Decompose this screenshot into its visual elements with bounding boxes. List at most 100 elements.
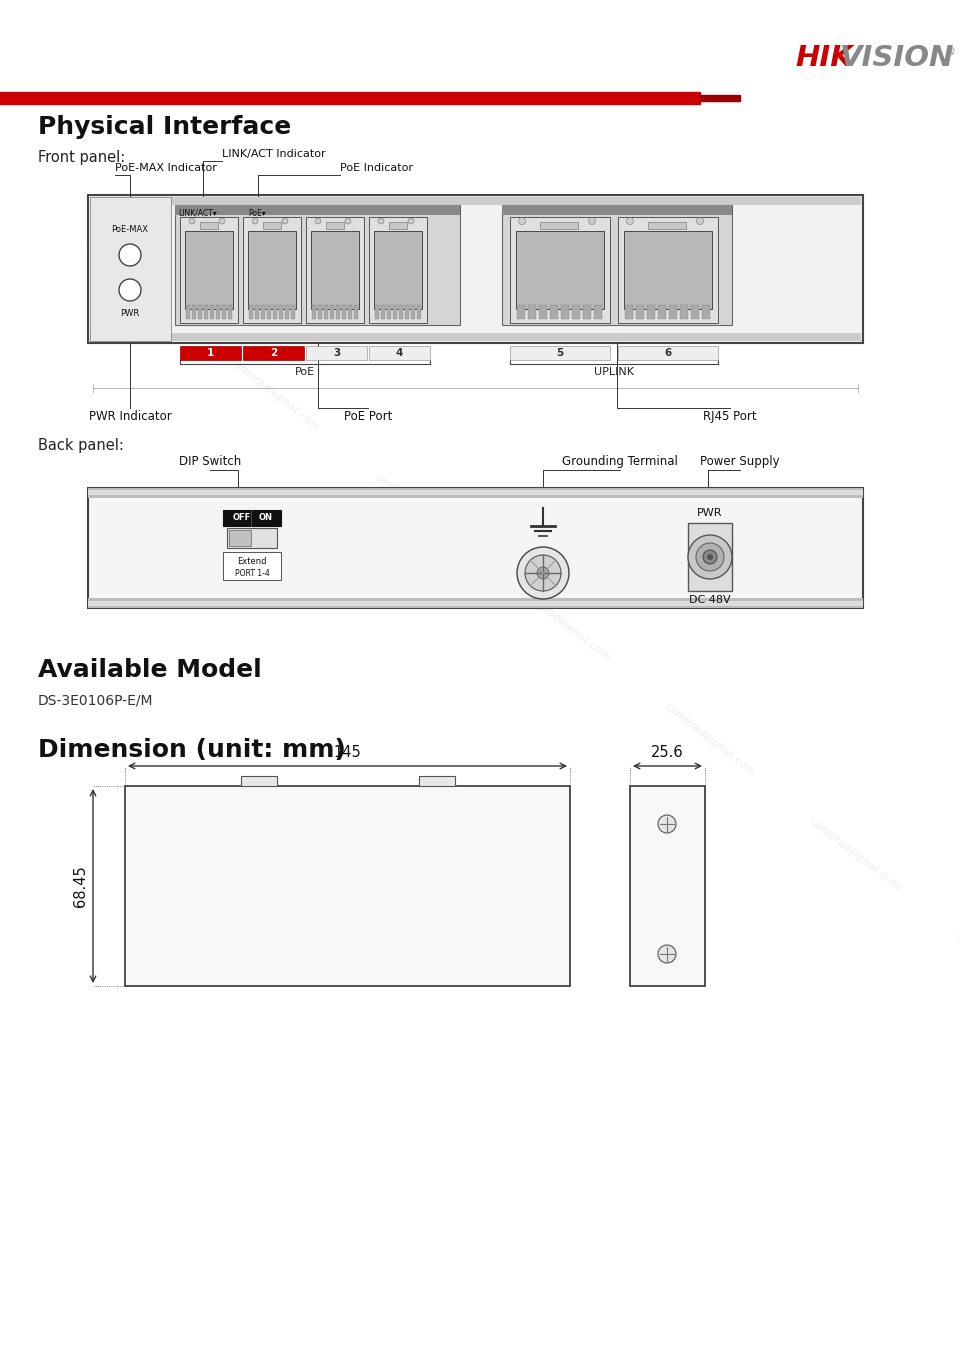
- Bar: [658, 305, 666, 319]
- Bar: [88, 601, 863, 607]
- Bar: [369, 217, 427, 323]
- Text: PoE Port: PoE Port: [344, 410, 393, 423]
- Text: Front panel:: Front panel:: [38, 151, 125, 166]
- Bar: [249, 305, 253, 319]
- Bar: [192, 305, 196, 319]
- Bar: [516, 231, 604, 309]
- Bar: [255, 305, 259, 319]
- Bar: [248, 231, 296, 309]
- Text: 1: 1: [206, 347, 214, 358]
- Bar: [312, 305, 316, 319]
- Text: cameradaiphat.com: cameradaiphat.com: [83, 242, 178, 319]
- Bar: [227, 528, 277, 548]
- Text: PoE: PoE: [295, 366, 315, 377]
- Text: RJ45 Port: RJ45 Port: [703, 410, 756, 423]
- Bar: [561, 305, 569, 319]
- Bar: [88, 489, 863, 498]
- Bar: [528, 305, 536, 319]
- Bar: [306, 346, 367, 360]
- Bar: [336, 305, 340, 319]
- Bar: [583, 305, 591, 319]
- Bar: [419, 776, 454, 786]
- Text: PoE-MAX: PoE-MAX: [111, 225, 149, 235]
- Bar: [510, 217, 610, 323]
- Bar: [405, 305, 409, 319]
- Bar: [330, 305, 334, 319]
- Text: 25.6: 25.6: [651, 745, 684, 760]
- Text: 5: 5: [557, 347, 564, 358]
- Text: cameradaiphat.com: cameradaiphat.com: [952, 931, 960, 1008]
- Text: cameradaiphat.com: cameradaiphat.com: [662, 702, 757, 779]
- Text: DC 48V: DC 48V: [689, 594, 731, 605]
- Circle shape: [697, 217, 704, 224]
- Circle shape: [282, 218, 288, 224]
- Text: PWR Indicator: PWR Indicator: [88, 410, 172, 423]
- Bar: [354, 305, 358, 319]
- Bar: [517, 305, 525, 319]
- Text: Dimension (unit: mm): Dimension (unit: mm): [38, 738, 346, 763]
- Bar: [125, 786, 570, 987]
- Bar: [306, 217, 364, 323]
- Bar: [88, 195, 863, 343]
- Bar: [318, 305, 322, 319]
- Bar: [229, 531, 251, 546]
- Bar: [222, 305, 226, 319]
- Bar: [273, 305, 277, 319]
- Bar: [200, 223, 218, 229]
- Circle shape: [658, 944, 676, 963]
- Bar: [348, 305, 352, 319]
- Circle shape: [378, 218, 384, 224]
- Circle shape: [525, 555, 561, 592]
- Text: Extend: Extend: [237, 558, 267, 566]
- Bar: [389, 223, 407, 229]
- Text: 4: 4: [396, 347, 403, 358]
- Text: HIK: HIK: [795, 43, 852, 72]
- Bar: [680, 305, 688, 319]
- Text: cameradaiphat.com: cameradaiphat.com: [372, 471, 468, 548]
- Bar: [90, 197, 861, 205]
- Text: 6: 6: [664, 347, 672, 358]
- Text: Power Supply: Power Supply: [700, 455, 780, 468]
- Text: 2: 2: [270, 347, 277, 358]
- Bar: [381, 305, 385, 319]
- Text: UPLINK: UPLINK: [594, 366, 634, 377]
- Bar: [204, 305, 208, 319]
- Bar: [263, 223, 281, 229]
- Bar: [88, 490, 863, 495]
- Bar: [285, 305, 289, 319]
- Bar: [279, 305, 283, 319]
- Bar: [417, 305, 421, 319]
- Bar: [180, 217, 238, 323]
- Circle shape: [627, 217, 634, 224]
- Text: PoE Indicator: PoE Indicator: [340, 163, 413, 172]
- Bar: [369, 346, 430, 360]
- Bar: [243, 346, 304, 360]
- Bar: [267, 305, 271, 319]
- Bar: [210, 305, 214, 319]
- Bar: [228, 305, 232, 319]
- Bar: [648, 223, 686, 229]
- Bar: [399, 305, 403, 319]
- Bar: [261, 305, 265, 319]
- Text: cameradaiphat.com: cameradaiphat.com: [807, 817, 902, 893]
- Text: ®: ®: [946, 47, 956, 57]
- Bar: [223, 552, 281, 579]
- Bar: [198, 305, 202, 319]
- Bar: [88, 598, 863, 608]
- Circle shape: [345, 218, 351, 224]
- Text: cameradaiphat.com: cameradaiphat.com: [228, 357, 323, 433]
- Text: ON: ON: [259, 513, 273, 522]
- Text: Available Model: Available Model: [38, 658, 262, 683]
- Text: LINK/ACT▾: LINK/ACT▾: [178, 209, 217, 217]
- Bar: [502, 205, 732, 324]
- Bar: [393, 305, 397, 319]
- Bar: [510, 346, 610, 360]
- Text: DS-3E0106P-E/M: DS-3E0106P-E/M: [38, 693, 154, 708]
- Bar: [175, 205, 460, 214]
- Bar: [411, 305, 415, 319]
- Bar: [311, 231, 359, 309]
- Bar: [185, 231, 233, 309]
- Bar: [223, 510, 281, 527]
- Bar: [669, 305, 677, 319]
- Text: VISION: VISION: [840, 43, 954, 72]
